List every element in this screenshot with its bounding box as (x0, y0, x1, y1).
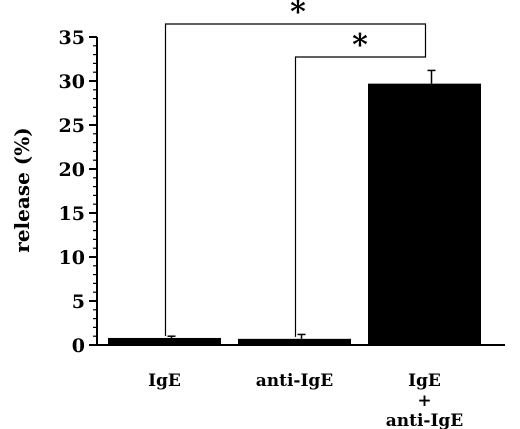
y-axis-label: release (%) (10, 127, 34, 252)
bar (108, 337, 221, 345)
significance-bracket (294, 54, 427, 337)
significance-brackets: ** (164, 0, 427, 337)
significance-star: * (290, 0, 306, 30)
y-tick-label: 35 (59, 27, 85, 49)
y-tick-label: 0 (72, 335, 85, 357)
significance-bracket (164, 23, 427, 336)
y-axis-ticks: 0 5 10 15 20 25 30 35 (59, 27, 97, 357)
chart-bars (108, 83, 481, 345)
significance-star: * (352, 28, 368, 63)
x-category-label: anti-IgE (256, 371, 334, 391)
y-tick-label: 25 (59, 115, 85, 137)
bar (368, 83, 481, 345)
error-bars (167, 69, 436, 339)
x-category-label: IgE (148, 371, 181, 391)
y-tick-label: 20 (59, 159, 85, 181)
y-tick-label: 15 (59, 203, 85, 225)
bar (238, 338, 351, 345)
x-category-label: IgE + anti-IgE (386, 371, 464, 429)
y-tick-label: 30 (59, 71, 85, 93)
y-tick-label: 5 (72, 291, 85, 313)
y-tick-label: 10 (59, 247, 85, 269)
x-axis-categories: IgE anti-IgE IgE + anti-IgE (148, 371, 463, 429)
